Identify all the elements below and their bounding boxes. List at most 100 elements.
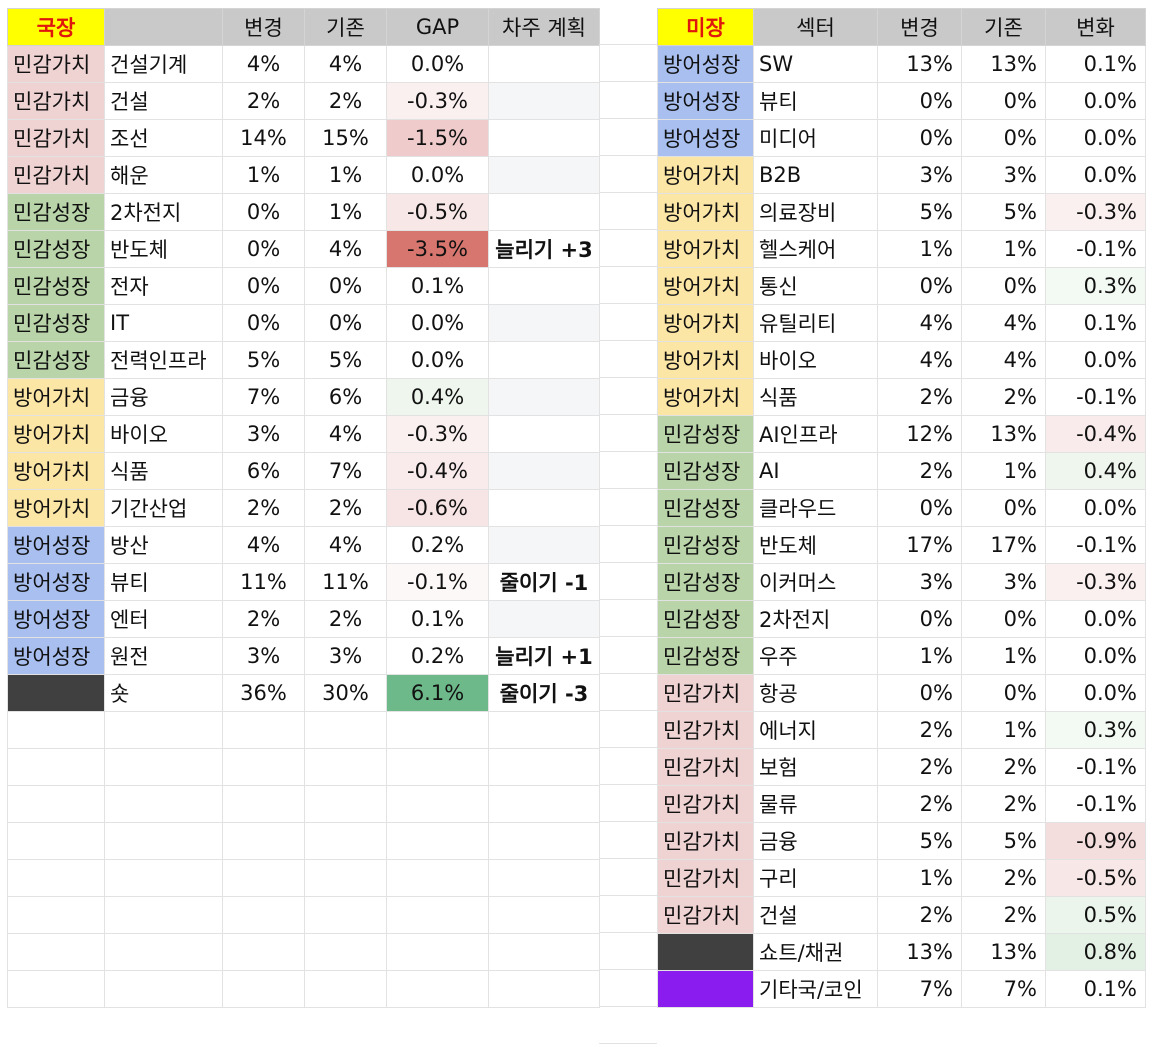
prev-weight-cell[interactable]: 6% bbox=[304, 378, 387, 416]
next-week-plan-cell[interactable] bbox=[488, 193, 600, 231]
sector-cell[interactable]: 식품 bbox=[104, 452, 223, 490]
prev-weight-cell[interactable]: 4% bbox=[961, 341, 1046, 379]
empty-cell[interactable] bbox=[222, 896, 305, 934]
diff-cell[interactable]: 0.0% bbox=[1045, 674, 1146, 712]
style-category-cell[interactable]: 방어가치 bbox=[7, 378, 105, 416]
sector-cell[interactable]: 통신 bbox=[753, 267, 878, 305]
gap-cell[interactable]: 0.0% bbox=[386, 341, 489, 379]
empty-cell[interactable] bbox=[104, 970, 223, 1008]
empty-cell[interactable] bbox=[7, 748, 105, 786]
change-weight-cell[interactable]: 11% bbox=[222, 563, 305, 601]
style-category-cell[interactable]: 민감성장 bbox=[657, 563, 754, 601]
style-category-cell[interactable]: 민감가치 bbox=[657, 822, 754, 860]
sector-cell[interactable]: 해운 bbox=[104, 156, 223, 194]
empty-cell[interactable] bbox=[304, 933, 387, 971]
prev-weight-cell[interactable]: 1% bbox=[961, 637, 1046, 675]
prev-weight-cell[interactable]: 7% bbox=[304, 452, 387, 490]
change-weight-cell[interactable]: 0% bbox=[877, 600, 962, 638]
prev-weight-cell[interactable]: 11% bbox=[304, 563, 387, 601]
change-weight-cell[interactable]: 1% bbox=[222, 156, 305, 194]
change-weight-cell[interactable]: 3% bbox=[877, 156, 962, 194]
change-weight-cell[interactable]: 5% bbox=[877, 822, 962, 860]
change-weight-cell[interactable]: 2% bbox=[877, 748, 962, 786]
empty-cell[interactable] bbox=[104, 896, 223, 934]
style-category-cell[interactable]: 방어가치 bbox=[657, 267, 754, 305]
empty-cell[interactable] bbox=[386, 822, 489, 860]
gap-cell[interactable]: 0.1% bbox=[386, 600, 489, 638]
style-category-cell[interactable]: 민감성장 bbox=[7, 193, 105, 231]
change-weight-cell[interactable]: 0% bbox=[877, 82, 962, 120]
empty-cell[interactable] bbox=[222, 785, 305, 823]
diff-cell[interactable]: 0.1% bbox=[1045, 45, 1146, 83]
style-category-cell[interactable]: 민감성장 bbox=[657, 452, 754, 490]
next-week-plan-cell[interactable] bbox=[488, 452, 600, 490]
change-weight-cell[interactable]: 0% bbox=[877, 267, 962, 305]
diff-cell[interactable]: -0.4% bbox=[1045, 415, 1146, 453]
sector-cell[interactable]: 우주 bbox=[753, 637, 878, 675]
sector-cell[interactable]: 2차전지 bbox=[753, 600, 878, 638]
sector-cell[interactable]: 바이오 bbox=[753, 341, 878, 379]
prev-weight-cell[interactable]: 17% bbox=[961, 526, 1046, 564]
diff-cell[interactable]: -0.1% bbox=[1045, 378, 1146, 416]
style-category-cell[interactable]: 민감성장 bbox=[7, 267, 105, 305]
next-week-plan-cell[interactable]: 줄이기 -3 bbox=[488, 674, 600, 712]
empty-cell[interactable] bbox=[104, 711, 223, 749]
change-weight-cell[interactable]: 1% bbox=[877, 637, 962, 675]
style-category-cell[interactable]: 민감가치 bbox=[657, 674, 754, 712]
style-category-cell[interactable]: 민감가치 bbox=[657, 785, 754, 823]
empty-cell[interactable] bbox=[386, 896, 489, 934]
diff-cell[interactable]: -0.9% bbox=[1045, 822, 1146, 860]
empty-cell[interactable] bbox=[488, 748, 600, 786]
next-week-plan-cell[interactable] bbox=[488, 378, 600, 416]
empty-cell[interactable] bbox=[488, 933, 600, 971]
empty-cell[interactable] bbox=[386, 970, 489, 1008]
prev-weight-cell[interactable]: 4% bbox=[304, 415, 387, 453]
sector-cell[interactable]: 식품 bbox=[753, 378, 878, 416]
prev-weight-cell[interactable]: 0% bbox=[961, 600, 1046, 638]
prev-weight-cell[interactable]: 5% bbox=[961, 822, 1046, 860]
diff-cell[interactable]: 0.0% bbox=[1045, 489, 1146, 527]
empty-cell[interactable] bbox=[104, 822, 223, 860]
style-category-cell[interactable]: 방어성장 bbox=[657, 45, 754, 83]
style-category-cell[interactable]: 민감성장 bbox=[7, 304, 105, 342]
gap-cell[interactable]: 0.0% bbox=[386, 156, 489, 194]
style-category-cell[interactable]: 방어가치 bbox=[657, 156, 754, 194]
change-weight-cell[interactable]: 4% bbox=[877, 304, 962, 342]
sector-cell[interactable]: 클라우드 bbox=[753, 489, 878, 527]
sector-cell[interactable]: 전력인프라 bbox=[104, 341, 223, 379]
change-weight-cell[interactable]: 0% bbox=[877, 119, 962, 157]
style-category-cell[interactable]: 방어가치 bbox=[7, 452, 105, 490]
gap-cell[interactable]: -0.1% bbox=[386, 563, 489, 601]
change-weight-cell[interactable]: 3% bbox=[222, 415, 305, 453]
prev-weight-cell[interactable]: 3% bbox=[961, 563, 1046, 601]
prev-weight-cell[interactable]: 4% bbox=[304, 45, 387, 83]
gap-cell[interactable]: -0.6% bbox=[386, 489, 489, 527]
style-category-cell[interactable]: 방어가치 bbox=[7, 489, 105, 527]
change-weight-cell[interactable]: 4% bbox=[222, 526, 305, 564]
style-category-cell[interactable]: 민감성장 bbox=[657, 415, 754, 453]
gap-cell[interactable]: 0.0% bbox=[386, 45, 489, 83]
style-category-cell[interactable]: 방어성장 bbox=[7, 600, 105, 638]
diff-cell[interactable]: 0.8% bbox=[1045, 933, 1146, 971]
diff-cell[interactable]: 0.0% bbox=[1045, 119, 1146, 157]
diff-cell[interactable]: 0.0% bbox=[1045, 600, 1146, 638]
empty-cell[interactable] bbox=[386, 859, 489, 897]
sector-cell[interactable]: 반도체 bbox=[104, 230, 223, 268]
empty-cell[interactable] bbox=[488, 785, 600, 823]
diff-cell[interactable]: -0.1% bbox=[1045, 230, 1146, 268]
empty-cell[interactable] bbox=[386, 748, 489, 786]
sector-cell[interactable]: 구리 bbox=[753, 859, 878, 897]
style-category-cell[interactable]: 방어성장 bbox=[7, 526, 105, 564]
change-weight-cell[interactable]: 0% bbox=[222, 193, 305, 231]
style-category-cell[interactable]: 민감성장 bbox=[657, 489, 754, 527]
next-week-plan-cell[interactable] bbox=[488, 526, 600, 564]
gap-cell[interactable]: 0.2% bbox=[386, 526, 489, 564]
prev-weight-cell[interactable]: 2% bbox=[304, 82, 387, 120]
sector-cell[interactable]: IT bbox=[104, 304, 223, 342]
change-weight-cell[interactable]: 0% bbox=[877, 489, 962, 527]
sector-cell[interactable]: 물류 bbox=[753, 785, 878, 823]
sector-cell[interactable]: 이커머스 bbox=[753, 563, 878, 601]
change-weight-cell[interactable]: 7% bbox=[222, 378, 305, 416]
sector-cell[interactable]: 금융 bbox=[104, 378, 223, 416]
change-weight-cell[interactable]: 17% bbox=[877, 526, 962, 564]
